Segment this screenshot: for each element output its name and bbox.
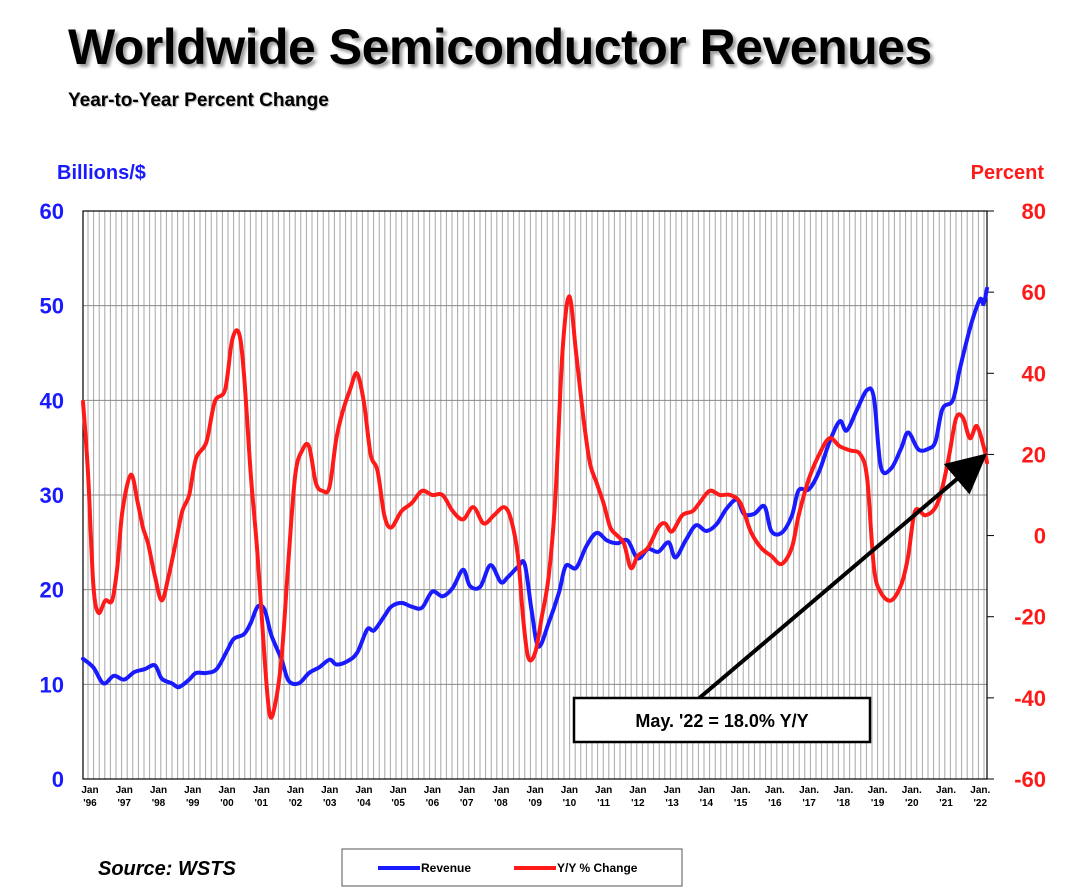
x-tick-label-top: Jan — [629, 785, 646, 796]
x-tick-label-bottom: '08 — [494, 798, 508, 809]
x-tick-label-bottom: '06 — [426, 798, 440, 809]
x-tick-label-bottom: '17 — [802, 798, 816, 809]
x-tick-label-top: Jan — [424, 785, 441, 796]
right-axis-title: Percent — [970, 162, 1044, 184]
right-tick-label: -60 — [1014, 767, 1046, 792]
right-tick-label: 0 — [1034, 524, 1046, 549]
x-tick-label-top: Jan. — [731, 785, 751, 796]
x-tick-label-bottom: '20 — [905, 798, 919, 809]
x-tick-label-top: Jan — [150, 785, 167, 796]
series-line-yy-change — [81, 294, 989, 720]
right-tick-label: -20 — [1014, 605, 1046, 630]
x-axis-ticks: Jan '96 Jan '97 Jan '98 Jan '99 Jan '00 Jan '01 Jan '… — [81, 785, 990, 809]
right-tick-label: 40 — [1022, 361, 1046, 386]
x-tick-label-bottom: '12 — [631, 798, 645, 809]
left-tick-label: 60 — [40, 199, 64, 224]
x-tick-label-top: Jan — [81, 785, 98, 796]
x-tick-label-bottom: '04 — [357, 798, 371, 809]
legend-label-yy-change: Y/Y % Change — [557, 861, 638, 875]
left-axis-ticks: 0 10 20 30 40 50 60 — [40, 199, 64, 792]
x-tick-label-top: Jan. — [970, 785, 990, 796]
right-tick-label: 60 — [1022, 280, 1046, 305]
right-tick-label: 80 — [1022, 199, 1046, 224]
x-tick-label-top: Jan — [184, 785, 201, 796]
x-tick-label-top: Jan. — [868, 785, 888, 796]
x-tick-label-bottom: '15 — [734, 798, 748, 809]
x-tick-label-top: Jan. — [765, 785, 785, 796]
grid-lines — [83, 211, 987, 779]
x-tick-label-top: Jan — [664, 785, 681, 796]
right-tick-label: -40 — [1014, 686, 1046, 711]
right-tick-label: 20 — [1022, 442, 1046, 467]
left-tick-label: 20 — [40, 578, 64, 603]
x-tick-label-top: Jan — [253, 785, 270, 796]
x-tick-label-bottom: '19 — [871, 798, 885, 809]
x-tick-label-top: Jan — [390, 785, 407, 796]
x-tick-label-top: Jan — [355, 785, 372, 796]
annotation-arrow — [698, 453, 988, 700]
annotation-box — [572, 696, 872, 744]
right-axis-ticks: -60 -40 -20 0 20 40 60 80 — [987, 199, 1046, 792]
x-tick-label-bottom: '14 — [700, 798, 714, 809]
plot-frame — [82, 210, 988, 780]
x-tick-label-top: Jan — [527, 785, 544, 796]
x-tick-label-bottom: '07 — [460, 798, 474, 809]
source-note: Source: WSTS — [98, 858, 236, 880]
x-tick-label-top: Jan — [492, 785, 509, 796]
x-tick-label-top: Jan — [287, 785, 304, 796]
legend: Revenue Y/Y % Change — [341, 848, 683, 887]
left-tick-label: 0 — [52, 767, 64, 792]
x-tick-label-bottom: '21 — [939, 798, 953, 809]
left-tick-label: 10 — [40, 672, 64, 697]
x-tick-label-bottom: '18 — [837, 798, 851, 809]
x-tick-label-bottom: '05 — [391, 798, 405, 809]
left-tick-label: 30 — [40, 483, 64, 508]
x-tick-label-bottom: '01 — [254, 798, 268, 809]
series-line-revenue — [81, 286, 989, 690]
legend-label-revenue: Revenue — [421, 861, 471, 875]
left-tick-label: 40 — [40, 388, 64, 413]
x-tick-label-bottom: '02 — [289, 798, 303, 809]
x-tick-label-top: Jan. — [799, 785, 819, 796]
series-layer — [81, 286, 989, 720]
x-tick-label-bottom: '11 — [597, 798, 610, 809]
x-tick-label-bottom: '98 — [152, 798, 166, 809]
left-tick-label: 50 — [40, 294, 64, 319]
x-tick-label-top: Jan — [698, 785, 715, 796]
x-tick-label-bottom: '96 — [83, 798, 97, 809]
x-tick-label-bottom: '00 — [220, 798, 234, 809]
annotation-text: May. '22 = 18.0% Y/Y — [635, 711, 808, 731]
chart-title: Worldwide Semiconductor Revenues — [68, 19, 932, 75]
x-tick-label-top: Jan — [458, 785, 475, 796]
chart-subtitle: Year-to-Year Percent Change — [68, 90, 329, 111]
x-tick-label-bottom: '10 — [563, 798, 577, 809]
x-tick-label-bottom: '03 — [323, 798, 337, 809]
x-tick-label-bottom: '16 — [768, 798, 782, 809]
x-tick-label-bottom: '99 — [186, 798, 200, 809]
x-tick-label-top: Jan — [595, 785, 612, 796]
x-tick-label-top: Jan — [321, 785, 338, 796]
x-tick-label-top: Jan — [561, 785, 578, 796]
x-tick-label-top: Jan. — [833, 785, 853, 796]
x-tick-label-top: Jan — [218, 785, 235, 796]
x-tick-label-bottom: '22 — [974, 798, 988, 809]
x-tick-label-top: Jan — [116, 785, 133, 796]
x-tick-label-bottom: '13 — [665, 798, 679, 809]
x-tick-label-top: Jan. — [902, 785, 922, 796]
x-tick-label-top: Jan. — [936, 785, 956, 796]
x-tick-label-bottom: '09 — [528, 798, 542, 809]
x-tick-label-bottom: '97 — [117, 798, 131, 809]
left-axis-title: Billions/$ — [57, 162, 146, 184]
